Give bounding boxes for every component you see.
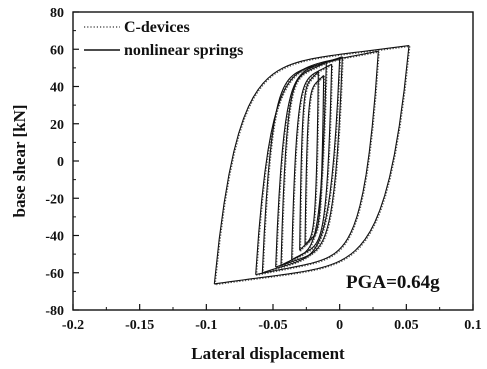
x-tick-label: 0: [336, 318, 343, 333]
x-tick-label: 0.1: [464, 318, 482, 333]
x-tick-label: -0.1: [195, 318, 217, 333]
c-devices-loop-5: [281, 62, 328, 267]
nonlinear-springs-loop-3: [261, 58, 341, 274]
legend-label-c-devices: C-devices: [124, 19, 190, 36]
c-devices-loop-7: [299, 71, 320, 252]
y-tick-label: -20: [45, 192, 64, 207]
x-axis-title: Lateral displacement: [191, 344, 345, 363]
c-devices-loop-3: [262, 58, 342, 275]
nonlinear-springs-loop-4: [275, 56, 343, 268]
y-tick-label: 40: [50, 81, 64, 96]
y-tick-label: 20: [50, 118, 64, 133]
legend-label-nonlinear-springs: nonlinear springs: [124, 42, 243, 59]
y-axis-title: base shear [kN]: [10, 104, 29, 217]
c-devices-loop-2: [255, 51, 380, 277]
c-devices-loop-1: [214, 45, 411, 286]
y-tick-label: -80: [45, 304, 64, 319]
y-tick-label: 80: [50, 6, 64, 21]
nonlinear-springs-loop-2: [255, 50, 379, 276]
legend: C-devices nonlinear springs: [84, 19, 243, 59]
hysteresis-curves: [213, 45, 411, 286]
nonlinear-springs-loop-8: [304, 74, 325, 246]
y-tick-label: -40: [45, 230, 64, 245]
y-tick-label: 0: [57, 155, 64, 170]
x-tick-label: -0.2: [62, 318, 84, 333]
y-tick-label: 60: [50, 43, 64, 58]
pga-annotation: PGA=0.64g: [346, 272, 440, 293]
x-tick-label: 0.05: [394, 318, 419, 333]
c-devices-loop-6: [291, 64, 334, 262]
nonlinear-springs-loop-1: [213, 45, 410, 285]
axis-ticks: -0.2 -0.15 -0.1 -0.05 0 0.05 0.1 80 60 40 20 0 -20 -4…: [45, 6, 481, 333]
x-tick-label: -0.15: [125, 318, 154, 333]
c-devices-loop-8: [305, 75, 326, 247]
x-tick-label: -0.05: [258, 318, 287, 333]
nonlinear-springs-loop-6: [291, 63, 333, 261]
y-tick-label: -60: [45, 267, 64, 282]
